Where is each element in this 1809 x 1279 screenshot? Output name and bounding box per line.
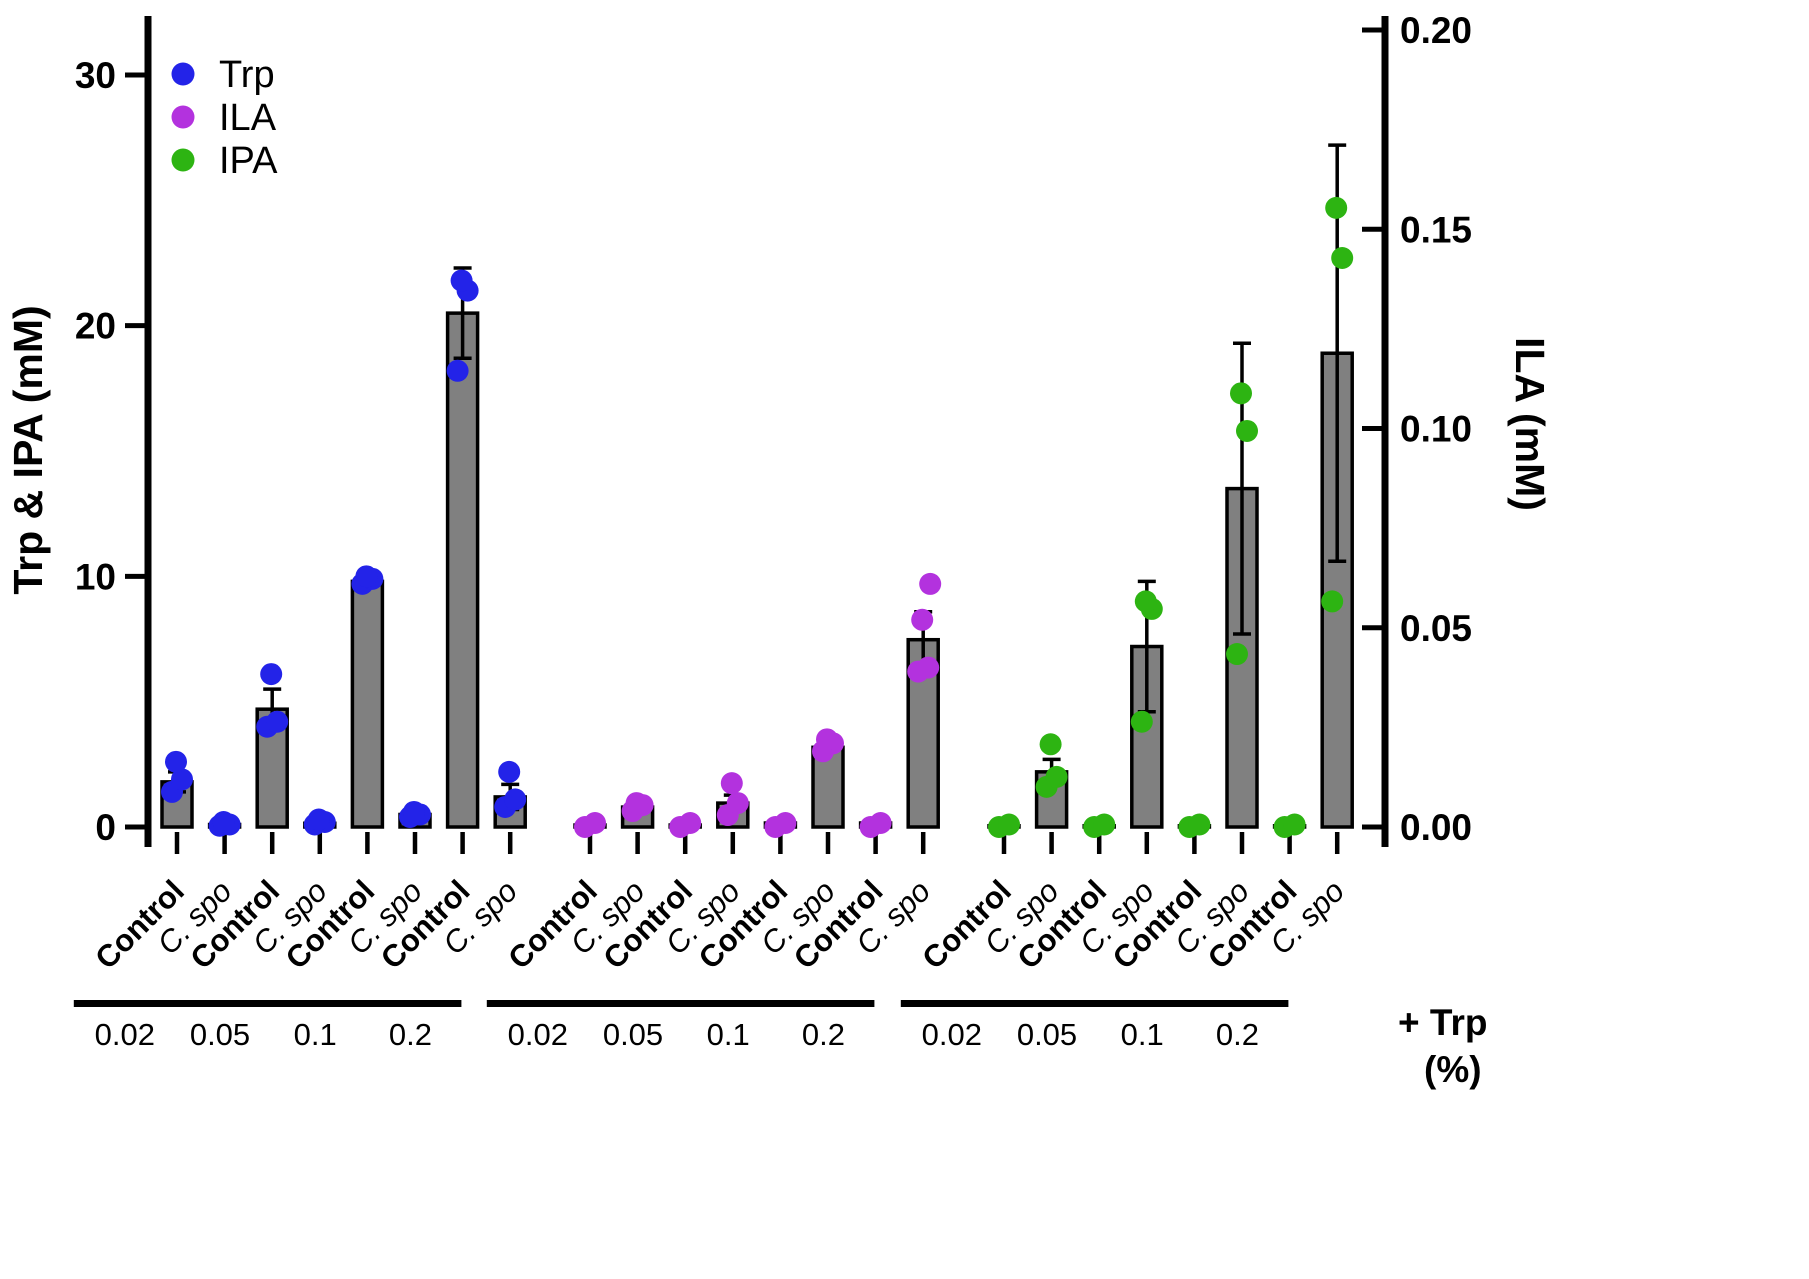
data-point-trp [403, 800, 425, 823]
data-point-trp [212, 810, 235, 833]
data-point-trp [266, 710, 289, 733]
group-underline [582, 1000, 684, 1007]
data-point-ila [774, 812, 797, 835]
right-axis-tick-label: 0.20 [1400, 10, 1472, 51]
group-underline [486, 1000, 589, 1007]
legend-dot-ila [171, 105, 195, 129]
concentration-label: 0.2 [802, 1017, 845, 1052]
left-axis-tick-label: 0 [95, 807, 116, 848]
data-point-ipa [1188, 813, 1211, 836]
data-point-ila [679, 812, 702, 835]
data-point-ipa [1283, 813, 1306, 836]
data-point-trp [307, 808, 330, 831]
right-axis-tick-label: 0.05 [1400, 608, 1472, 649]
left-axis-tick-label: 10 [75, 556, 116, 597]
data-point-ipa [1039, 733, 1062, 756]
concentration-label: 0.1 [1121, 1017, 1164, 1052]
data-point-ipa [1130, 710, 1153, 733]
group-underline [1091, 1000, 1194, 1007]
group-underline [772, 1000, 875, 1007]
bar-trp-0.2-control [445, 311, 480, 829]
data-point-ila [919, 572, 942, 595]
right-axis-tick-label: 0.00 [1400, 807, 1472, 848]
concentration-label: 0.1 [707, 1017, 750, 1052]
data-point-ila [911, 608, 934, 631]
data-point-trp [355, 565, 378, 588]
x-axis-caption-line2: (%) [1424, 1049, 1482, 1090]
right-axis-title: ILA (mM) [1507, 337, 1553, 511]
left-axis-tick-label: 30 [75, 55, 116, 96]
left-axis-title: Trp & IPA (mM) [5, 305, 51, 594]
concentration-label: 0.02 [922, 1017, 982, 1052]
bar-trp-0.1-control [350, 579, 385, 829]
group-underline [169, 1000, 271, 1007]
data-point-ipa [1230, 382, 1252, 405]
data-point-trp [165, 750, 187, 773]
legend-dot-trp [171, 62, 195, 86]
concentration-label: 0.05 [1017, 1017, 1077, 1052]
group-underline [73, 1000, 176, 1007]
data-point-ipa [1134, 590, 1157, 613]
data-point-ipa [1226, 643, 1248, 666]
data-point-ipa [1325, 196, 1348, 219]
data-point-ipa [1045, 765, 1068, 788]
data-point-trp [450, 269, 473, 292]
group-underline [996, 1000, 1098, 1007]
data-point-ila [726, 792, 749, 815]
data-point-ila [917, 656, 940, 679]
concentration-label: 0.05 [190, 1017, 250, 1052]
data-point-ipa [998, 813, 1020, 836]
legend-label-trp: Trp [219, 54, 275, 96]
group-underline [359, 1000, 462, 1007]
data-point-ila [869, 812, 892, 835]
data-point-trp [498, 760, 521, 783]
data-point-trp [171, 768, 193, 791]
legend-dot-ipa [171, 148, 195, 172]
right-axis-tick-label: 0.10 [1400, 409, 1472, 450]
concentration-label: 0.2 [1216, 1017, 1259, 1052]
concentration-label: 0.1 [294, 1017, 337, 1052]
left-axis-tick-label: 20 [75, 306, 116, 347]
data-point-trp [446, 359, 469, 382]
concentration-label: 0.2 [389, 1017, 432, 1052]
legend-label-ila: ILA [219, 97, 277, 139]
right-axis-tick-label: 0.15 [1400, 209, 1472, 250]
concentration-label: 0.05 [603, 1017, 663, 1052]
data-point-ila [816, 728, 838, 751]
group-underline [900, 1000, 1003, 1007]
data-point-ila [720, 772, 743, 795]
concentration-label: 0.02 [95, 1017, 155, 1052]
data-point-ipa [1331, 246, 1354, 269]
legend-label-ipa: IPA [219, 140, 278, 182]
data-point-ipa [1093, 813, 1116, 836]
data-point-ipa [1236, 419, 1258, 442]
data-point-trp [504, 788, 527, 811]
data-point-ipa [1321, 590, 1344, 613]
data-point-ila [625, 792, 648, 815]
concentration-label: 0.02 [508, 1017, 568, 1052]
group-underline [1186, 1000, 1289, 1007]
data-point-trp [260, 663, 283, 686]
data-point-ila [584, 812, 606, 835]
x-axis-caption-line1: + Trp [1398, 1002, 1487, 1043]
group-underline [677, 1000, 780, 1007]
group-underline [264, 1000, 367, 1007]
